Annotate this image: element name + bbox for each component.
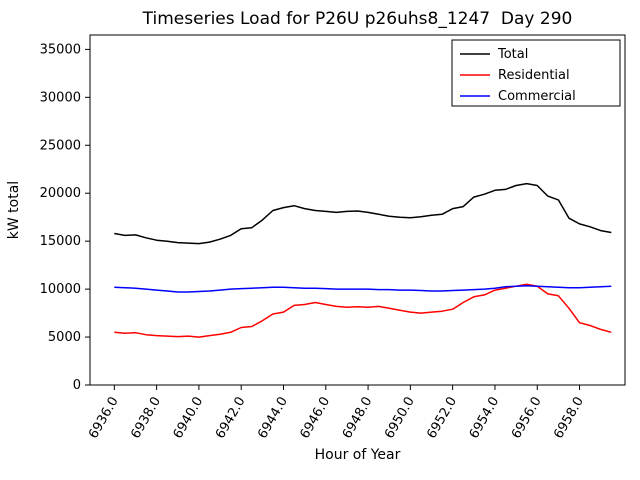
x-tick-label: 6948.0	[340, 395, 376, 442]
x-tick-label: 6944.0	[255, 395, 291, 442]
legend-label-residential: Residential	[498, 68, 570, 83]
y-tick-label: 20000	[40, 186, 81, 201]
series-line-commercial	[114, 285, 612, 293]
plot-border	[89, 34, 626, 386]
x-tick-label: 6946.0	[298, 395, 334, 442]
x-tick-label: 6936.0	[86, 395, 122, 442]
legend-label-total: Total	[497, 47, 528, 62]
x-tick-label: 6938.0	[128, 395, 164, 442]
y-tick-label: 0	[73, 378, 81, 393]
x-axis-label: Hour of Year	[314, 447, 401, 463]
series-line-total	[114, 182, 612, 245]
series-line-residential	[114, 283, 612, 338]
x-tick-label: 6940.0	[171, 395, 207, 442]
y-tick-label: 25000	[40, 138, 81, 153]
y-tick-label: 30000	[40, 90, 81, 105]
x-tick-label: 6952.0	[424, 395, 460, 442]
x-tick-label: 6954.0	[467, 394, 503, 441]
x-tick-label: 6958.0	[551, 395, 587, 442]
x-tick-label: 6950.0	[382, 395, 418, 442]
y-tick-label: 5000	[48, 330, 81, 345]
y-tick-label: 15000	[40, 234, 81, 249]
x-tick-label: 6956.0	[509, 395, 545, 442]
y-tick-label: 10000	[40, 282, 81, 297]
x-tick-label: 6942.0	[213, 395, 249, 442]
legend-label-commercial: Commercial	[498, 89, 576, 104]
chart-title: Timeseries Load for P26U p26uhs8_1247 Da…	[142, 9, 573, 29]
y-tick-label: 35000	[40, 42, 81, 57]
legend-box	[451, 39, 621, 107]
